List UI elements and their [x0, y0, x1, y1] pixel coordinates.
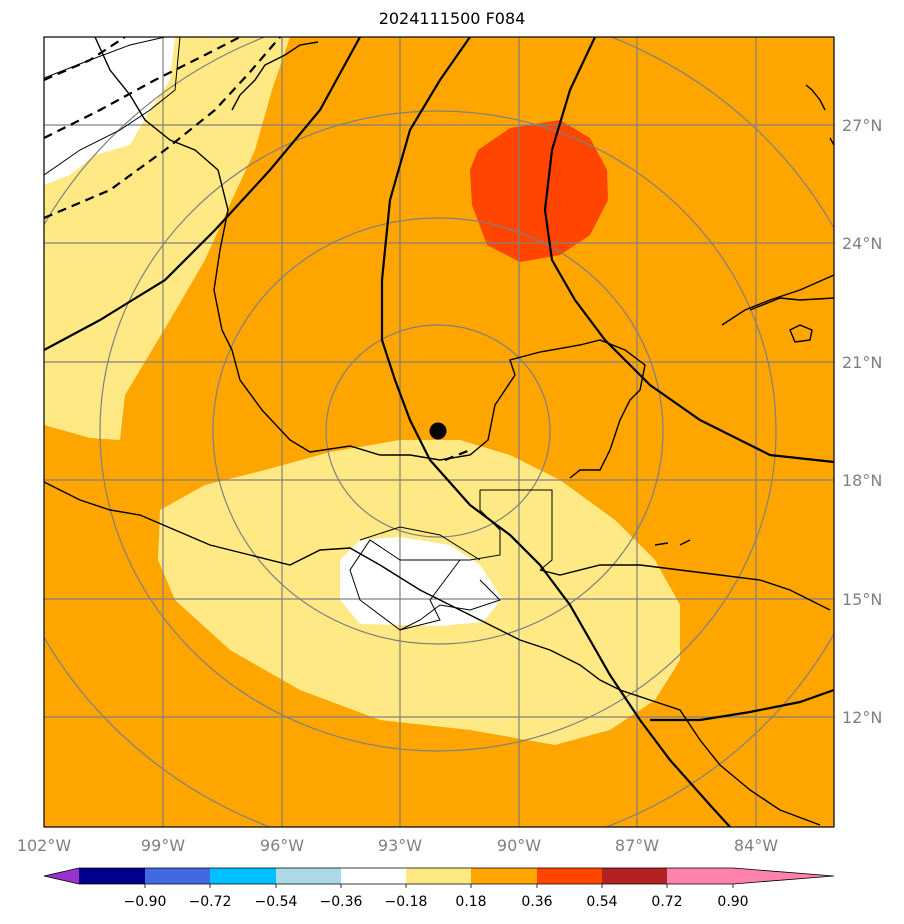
colorbar-extend-right	[733, 868, 834, 884]
lon-tick-label: 96°W	[260, 836, 304, 855]
colorbar-tick-label: 0.72	[651, 894, 682, 910]
colorbar-tick-label: −0.54	[255, 894, 298, 910]
colorbar-segment	[79, 868, 145, 884]
contours-dashed	[44, 37, 471, 462]
colorbar-tick-label: −0.36	[320, 894, 363, 910]
colorbar-extend-left	[44, 868, 80, 884]
colorbar-segment	[145, 868, 211, 884]
lon-tick-label: 87°W	[615, 836, 659, 855]
lon-tick-labels: 102°W 99°W 96°W 93°W 90°W 87°W 84°W	[17, 836, 778, 855]
colorbar-tick-label: −0.90	[124, 894, 167, 910]
lon-tick-label: 93°W	[378, 836, 422, 855]
lat-tick-label: 21°N	[842, 353, 882, 372]
lat-tick-label: 27°N	[842, 116, 882, 135]
colorbar: −0.90 −0.72 −0.54 −0.36 −0.18 0.18 0.36 …	[43, 867, 835, 910]
colorbar-tick-label: 0.90	[717, 894, 748, 910]
fill-white-south	[340, 537, 502, 626]
colorbar-segment	[406, 868, 472, 884]
colorbar-segment	[667, 868, 733, 884]
fill-redorange-gulf	[470, 120, 608, 262]
colorbar-tick-label: 0.18	[455, 894, 486, 910]
colorbar-tick-label: −0.18	[385, 894, 428, 910]
storm-center-marker	[429, 422, 447, 440]
lat-tick-label: 18°N	[842, 471, 882, 490]
colorbar-segment	[341, 868, 407, 884]
colorbar-segment	[210, 868, 276, 884]
lat-tick-label: 12°N	[842, 708, 882, 727]
colorbar-tick-label: 0.36	[521, 894, 552, 910]
lon-tick-label: 90°W	[497, 836, 541, 855]
map-panel	[44, 37, 834, 827]
coastlines	[44, 37, 834, 826]
lat-tick-label: 24°N	[842, 234, 882, 253]
lat-tick-label: 15°N	[842, 590, 882, 609]
lon-tick-label: 99°W	[141, 836, 185, 855]
map-title: 2024111500 F084	[378, 9, 526, 28]
borders	[44, 37, 553, 631]
colorbar-tick-label: 0.54	[586, 894, 617, 910]
colorbar-tick-label: −0.72	[189, 894, 232, 910]
lon-tick-label: 102°W	[17, 836, 72, 855]
fill-white-northwest	[44, 37, 175, 185]
contours-solid	[44, 37, 834, 827]
map-frame	[43, 36, 835, 828]
lon-tick-label: 84°W	[734, 836, 778, 855]
colorbar-segment	[602, 868, 668, 884]
lat-tick-labels: 12°N 15°N 18°N 21°N 24°N 27°N	[842, 116, 882, 727]
range-rings	[44, 37, 834, 827]
colorbar-outline	[43, 867, 835, 885]
colorbar-segment	[471, 868, 537, 884]
colorbar-segment	[537, 868, 603, 884]
colorbar-segment	[276, 868, 342, 884]
